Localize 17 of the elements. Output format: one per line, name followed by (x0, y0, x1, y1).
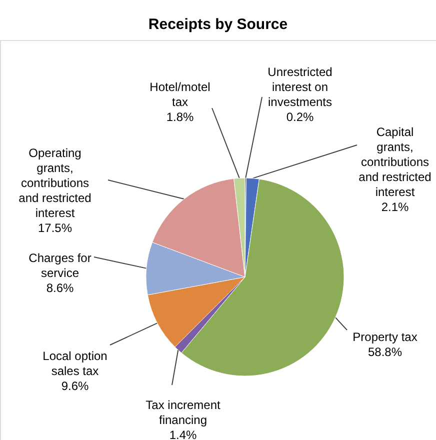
data-label: 17.5% (38, 221, 72, 235)
slice-label: Tax increment financing (146, 398, 222, 427)
slice-label: Unrestricted interest on investments (268, 65, 332, 109)
data-label: 58.8% (368, 345, 402, 359)
slice-label: Local option sales tax (42, 349, 108, 378)
slice-label: Capital grants, contributions and restricted interest (358, 125, 432, 199)
data-label: 1.8% (166, 110, 194, 124)
data-label: 0.2% (286, 110, 314, 124)
data-label: 2.1% (381, 200, 409, 214)
chart-title: Receipts by Source (148, 16, 288, 33)
slice-label: Operating grants, contributions and restricted interest (18, 146, 92, 220)
data-label: 1.4% (169, 428, 197, 440)
slice-label: Charges for service (28, 251, 92, 280)
slice-label: Hotel/motel tax (150, 80, 210, 109)
data-label: 8.6% (46, 281, 74, 295)
slice-label: Property tax (352, 330, 418, 344)
data-label: 9.6% (61, 379, 89, 393)
